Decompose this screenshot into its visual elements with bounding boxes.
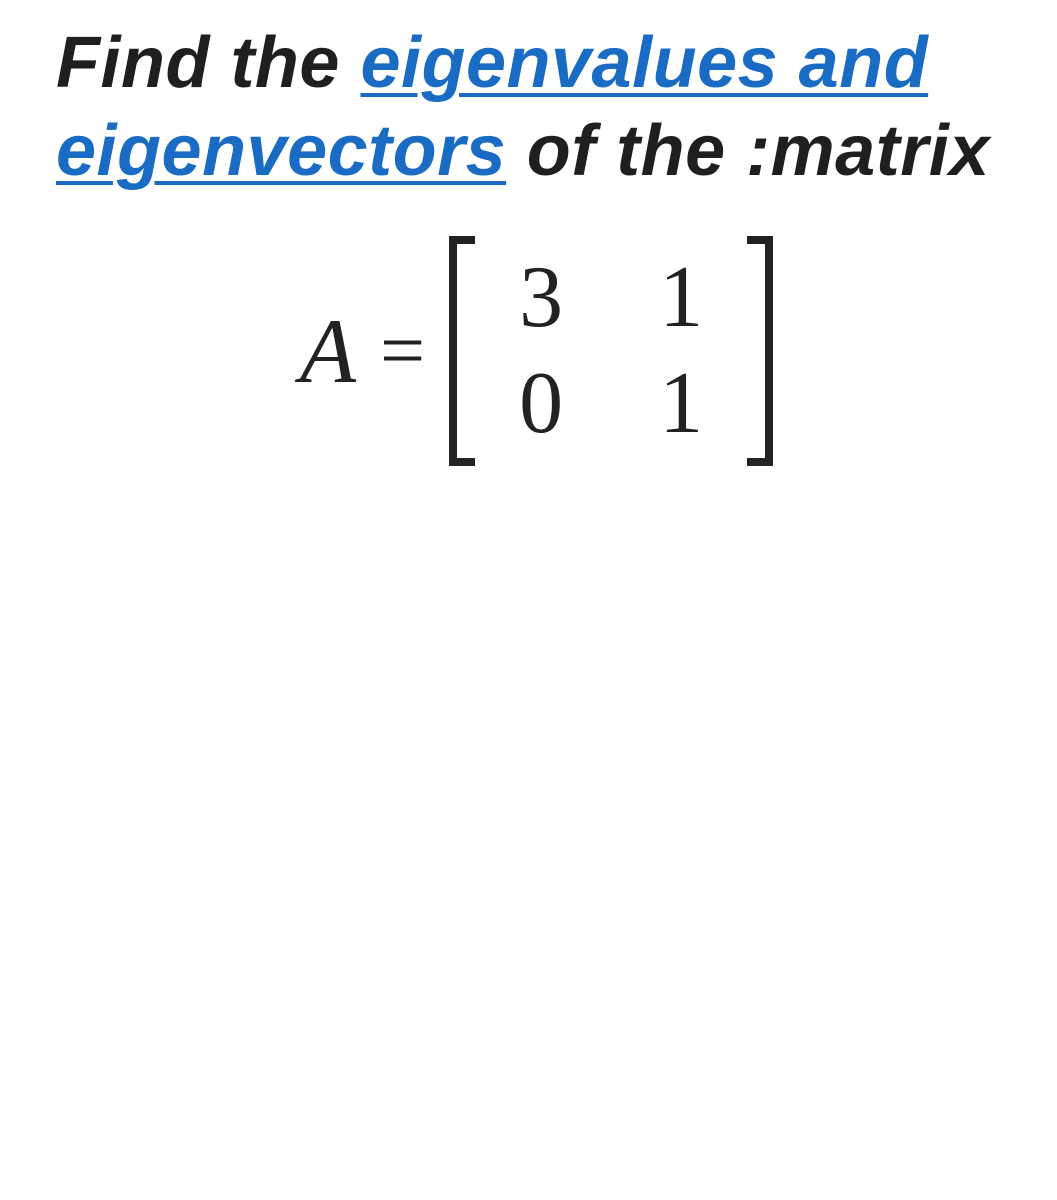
page-root: { "question": { "prefix": "Find the ", "… — [0, 0, 1057, 1200]
matrix-body: 3 1 0 1 — [449, 236, 773, 466]
left-bracket — [449, 236, 475, 466]
cell-1-1: 1 — [651, 356, 711, 452]
matrix-equation: A = 3 1 0 1 — [56, 236, 1017, 466]
cell-1-0: 0 — [511, 356, 571, 452]
right-bracket — [747, 236, 773, 466]
question-prefix: Find the — [56, 23, 360, 103]
question-text: Find the eigenvalues and eigenvectors of… — [56, 20, 1017, 196]
matrix-cells: 3 1 0 1 — [475, 236, 747, 466]
question-suffix: of the :matrix — [506, 111, 990, 191]
equation-lhs: A = — [300, 305, 425, 397]
cell-0-0: 3 — [511, 250, 571, 346]
cell-0-1: 1 — [651, 250, 711, 346]
matrix-variable: A — [300, 305, 356, 397]
equals-sign: = — [380, 311, 425, 391]
